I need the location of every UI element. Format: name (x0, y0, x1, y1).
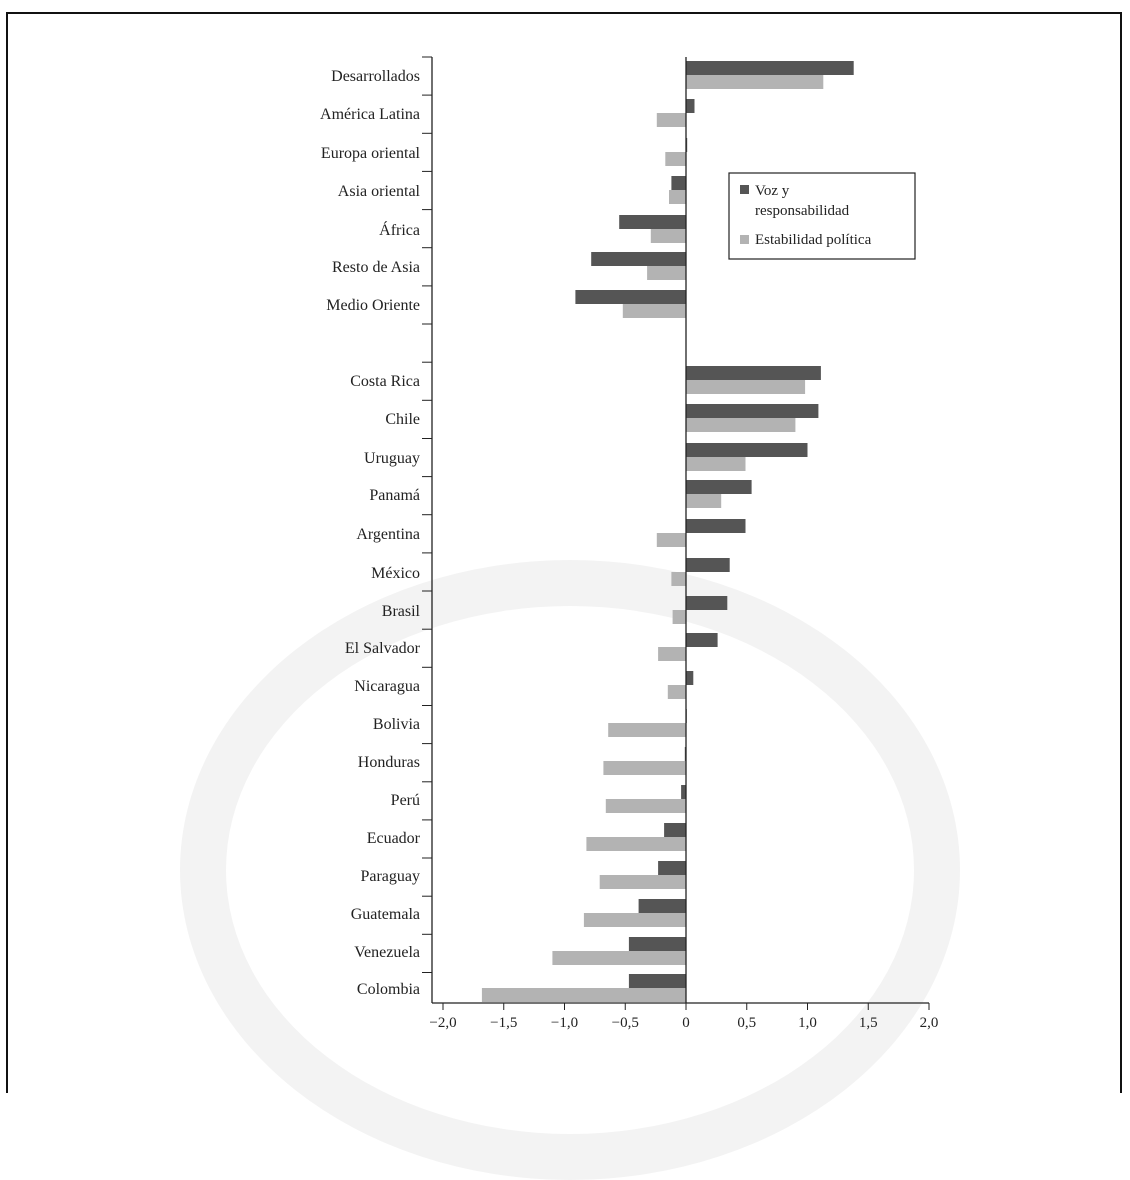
bar-argentina-estabilidad (656, 533, 686, 547)
x-tick-label: −1,5 (490, 1015, 517, 1031)
x-tick-label: −0,5 (612, 1015, 639, 1031)
bar-desarrollados-voz (686, 61, 854, 75)
bar-resto-de-asia-estabilidad (647, 266, 686, 280)
bar-nicaragua-voz (686, 671, 694, 685)
legend-swatch-estabilidad (740, 235, 749, 244)
category-label-honduras: Honduras (358, 754, 420, 771)
bar-peru-voz (681, 785, 686, 799)
bar-honduras-estabilidad (603, 761, 686, 775)
legend: Voz y responsabilidad Estabilidad política (728, 172, 916, 260)
bar-guatemala-voz (638, 899, 686, 913)
bar-bolivia-estabilidad (608, 723, 686, 737)
bar-brasil-estabilidad (672, 610, 686, 624)
bar-brasil-voz (686, 596, 728, 610)
bar-nicaragua-estabilidad (667, 685, 686, 699)
bar-mexico-voz (686, 558, 730, 572)
x-tick-label: −2,0 (429, 1015, 456, 1031)
x-tick-label: 2,0 (920, 1015, 939, 1031)
category-labels: Desarrollados América Latina Europa orient… (320, 68, 421, 998)
bar-guatemala-estabilidad (583, 913, 686, 927)
category-label-paraguay: Paraguay (360, 868, 420, 885)
category-label-peru: Perú (391, 792, 420, 809)
bar-peru-estabilidad (605, 799, 686, 813)
category-label-brasil: Brasil (382, 603, 421, 620)
category-label-el-salvador: El Salvador (345, 640, 421, 657)
category-label-uruguay: Uruguay (364, 450, 420, 467)
category-label-nicaragua: Nicaragua (354, 678, 420, 695)
category-label-resto-de-asia: Resto de Asia (332, 259, 420, 276)
category-label-asia-oriental: Asia oriental (338, 183, 421, 200)
x-tick-labels: −2,0 −1,5 −1,0 −0,5 0 0,5 1,0 1,5 2,0 (429, 1015, 938, 1031)
bar-paraguay-estabilidad (599, 875, 686, 889)
x-tick-label: 1,5 (859, 1015, 878, 1031)
bar-el-salvador-estabilidad (658, 647, 686, 661)
bar-resto-de-asia-voz (591, 252, 686, 266)
bar-chile-voz (686, 404, 819, 418)
governance-indicators-chart: Desarrollados América Latina Europa orient… (320, 56, 938, 1031)
bar-paraguay-voz (658, 861, 686, 875)
bar-america-latina-estabilidad (656, 113, 686, 127)
legend-swatch-voz (740, 185, 749, 194)
category-label-argentina: Argentina (356, 526, 420, 543)
category-label-colombia: Colombia (357, 981, 420, 998)
bar-america-latina-voz (686, 99, 695, 113)
axes-layer (422, 56, 930, 1010)
bar-venezuela-voz (628, 937, 686, 951)
bar-chile-estabilidad (686, 418, 796, 432)
bar-argentina-voz (686, 519, 746, 533)
category-label-europa-oriental: Europa oriental (321, 145, 421, 162)
bar-medio-oriente-estabilidad (622, 304, 686, 318)
legend-label-estabilidad: Estabilidad política (755, 232, 872, 248)
bar-panama-voz (686, 480, 752, 494)
category-label-africa: África (379, 220, 420, 239)
bar-medio-oriente-voz (575, 290, 686, 304)
category-label-medio-oriente: Medio Oriente (326, 297, 420, 314)
bar-ecuador-voz (664, 823, 686, 837)
figure-frame (6, 12, 1122, 1093)
category-label-mexico: México (371, 565, 420, 582)
bar-el-salvador-voz (686, 633, 718, 647)
bar-asia-oriental-estabilidad (669, 190, 686, 204)
legend-box (728, 172, 916, 260)
bar-venezuela-estabilidad (552, 951, 686, 965)
bar-ecuador-estabilidad (586, 837, 686, 851)
x-tick-label: −1,0 (551, 1015, 578, 1031)
bar-africa-voz (619, 215, 686, 229)
bar-uruguay-voz (686, 443, 808, 457)
bar-costa-rica-voz (686, 366, 821, 380)
bar-uruguay-estabilidad (686, 457, 746, 471)
category-label-desarrollados: Desarrollados (331, 68, 420, 85)
category-label-venezuela: Venezuela (354, 944, 420, 961)
bars-layer (481, 61, 854, 1002)
legend-label-voz: responsabilidad (755, 203, 850, 219)
legend-label-voz: Voz y (755, 183, 790, 199)
x-tick-label: 1,0 (798, 1015, 817, 1031)
category-label-ecuador: Ecuador (367, 830, 421, 847)
bar-mexico-estabilidad (671, 572, 686, 586)
category-label-panama: Panamá (369, 487, 420, 504)
bar-colombia-estabilidad (481, 988, 686, 1002)
category-label-costa-rica: Costa Rica (350, 373, 420, 390)
x-tick-label: 0 (682, 1015, 690, 1031)
bar-desarrollados-estabilidad (686, 75, 824, 89)
category-label-bolivia: Bolivia (373, 716, 420, 733)
bar-europa-oriental-estabilidad (665, 152, 686, 166)
bar-asia-oriental-voz (671, 176, 686, 190)
category-label-america-latina: América Latina (320, 106, 420, 123)
bar-africa-estabilidad (650, 229, 686, 243)
x-tick-label: 0,5 (737, 1015, 756, 1031)
category-label-guatemala: Guatemala (351, 906, 420, 923)
category-label-chile: Chile (385, 411, 420, 428)
bar-colombia-voz (628, 974, 686, 988)
bar-costa-rica-estabilidad (686, 380, 806, 394)
bar-panama-estabilidad (686, 494, 722, 508)
